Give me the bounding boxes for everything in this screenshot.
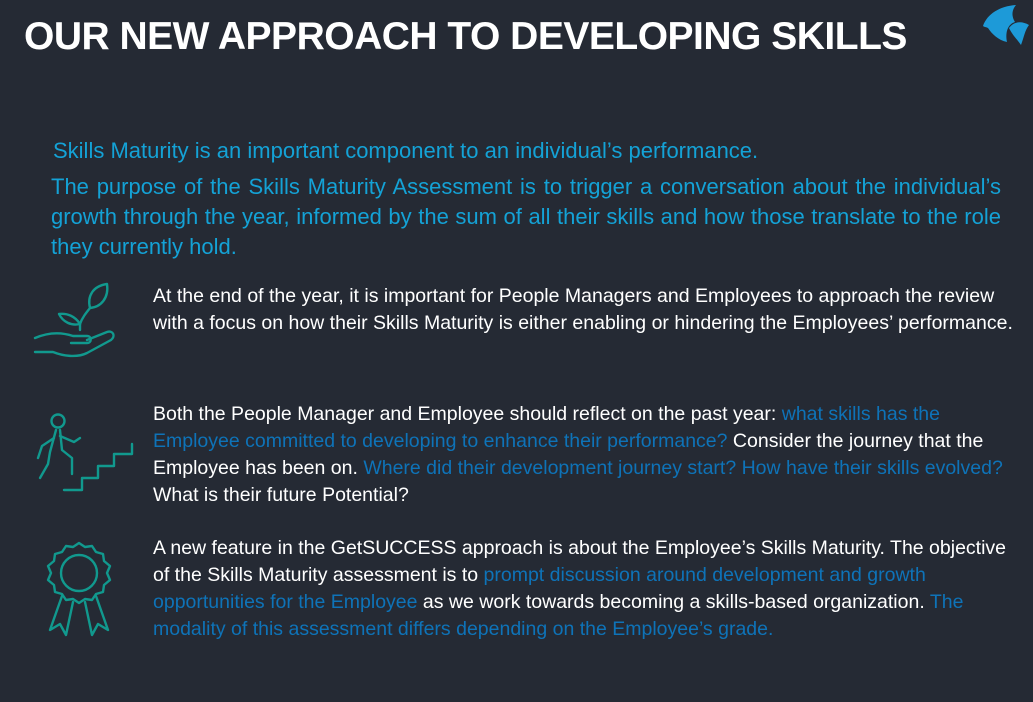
award-ribbon-icon [40,540,118,640]
reflection-text: Both the People Manager and Employee sho… [153,403,782,425]
year-end-review-text: At the end of the year, it is important … [153,285,1013,334]
new-feature-paragraph: A new feature in the GetSUCCESS approach… [153,535,1013,643]
climbing-stairs-icon [34,412,136,496]
reflection-paragraph: Both the People Manager and Employee sho… [153,401,1013,509]
new-feature-highlight: The modality of this assessment differs … [153,591,964,640]
reflection-highlight: Where did their development journey star… [363,457,1003,479]
page-title: OUR NEW APPROACH TO DEVELOPING SKILLS [24,15,907,58]
reflection-text: What is their future Potential? [153,484,409,506]
new-feature-text: A new feature in the GetSUCCESS approach… [153,537,1007,586]
new-feature-text: as we work towards becoming a skills-bas… [417,591,930,613]
reflection-highlight: what skills has the Employee committed t… [153,403,940,452]
brand-logo-icon [978,2,1030,48]
lead-statement: Skills Maturity is an important componen… [53,138,759,163]
new-feature-highlight: prompt discussion around development and… [153,564,926,613]
plant-in-hand-icon [33,280,125,364]
purpose-statement: The purpose of the Skills Maturity Asses… [51,174,1001,259]
reflection-text: Consider the journey that the Employee h… [153,430,984,479]
